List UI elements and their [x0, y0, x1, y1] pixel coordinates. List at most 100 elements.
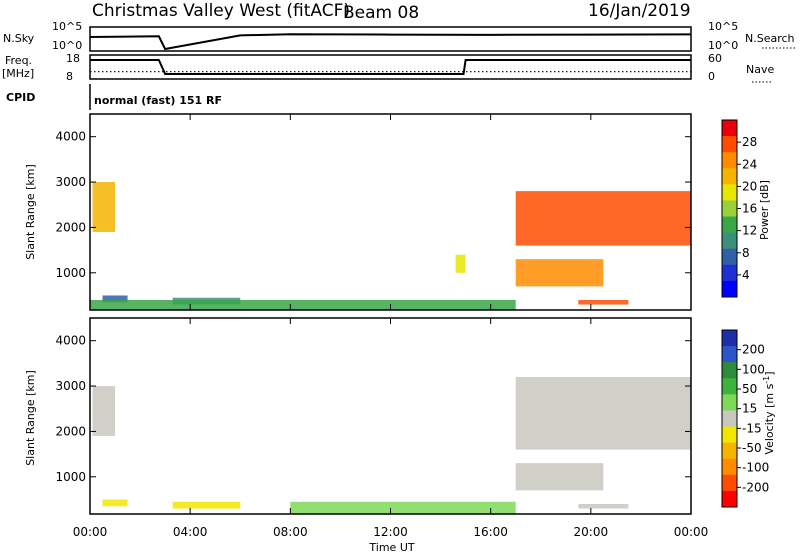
colorbar-swatch [722, 442, 737, 460]
colorbar-tick-label: 50 [742, 382, 757, 396]
colorbar-swatch [722, 410, 737, 428]
colorbar-swatch [722, 200, 737, 218]
nsky-frame [89, 26, 692, 52]
power-y-axis: 4000 3000 2000 1000 [55, 130, 691, 280]
scatter-region-2 [102, 499, 128, 507]
x-tick-label: 00:00 [674, 525, 709, 539]
scatter-region-5 [515, 376, 691, 450]
x-tick-label: 16:00 [473, 525, 508, 539]
freq-tick-top: 18 [66, 52, 80, 65]
y-tick-label: 4000 [55, 130, 86, 144]
x-tick-label: 08:00 [273, 525, 308, 539]
time-x-axis: 00:00 04:00 08:00 12:00 16:00 20:00 00:00 [73, 114, 709, 539]
scatter-region-5 [455, 254, 466, 273]
nsearch-label: N.Search [745, 32, 795, 45]
colorbar-swatch [722, 346, 737, 363]
velocity-y-axis: 4000 3000 2000 1000 [55, 334, 691, 484]
scatter-region-6 [515, 463, 604, 491]
y-tick-label: 3000 [55, 175, 86, 189]
scatter-region-7 [578, 504, 629, 509]
colorbar-swatch [722, 458, 737, 476]
colorbar-tick-label: 24 [742, 157, 757, 171]
velocity-heatmap [92, 376, 691, 514]
scatter-region-4 [90, 300, 516, 310]
scatter-region-4 [290, 501, 516, 514]
freq-frame [89, 54, 692, 80]
power-colorbar-label: Power [dB] [758, 180, 771, 240]
colorbar-tick-label: 4 [742, 268, 750, 282]
power-colorbar [722, 120, 737, 298]
velocity-colorbar-frame [721, 329, 738, 508]
colorbar-tick-label: 15 [742, 402, 757, 416]
colorbar-swatch [722, 232, 737, 250]
velocity-colorbar-label-exp: -1 [762, 376, 771, 384]
colorbar-tick-label: 12 [742, 224, 757, 238]
nave-tick-top: 60 [708, 52, 722, 65]
scatter-region-1 [92, 182, 116, 232]
colorbar-swatch [722, 474, 737, 492]
station-title: Christmas Valley West (fitACF) [92, 1, 350, 21]
nave-label: Nave [746, 63, 774, 76]
colorbar-tick-label: -50 [742, 441, 762, 455]
colorbar-tick-label: -15 [742, 421, 762, 435]
freq-unit: [MHz] [2, 67, 34, 80]
colorbar-swatch [722, 330, 737, 347]
y-tick-label: 1000 [55, 266, 86, 280]
beam-label: Beam 08 [343, 3, 419, 23]
velocity-colorbar [722, 330, 737, 508]
colorbar-swatch [722, 362, 737, 379]
colorbar-tick-label: 20 [742, 179, 757, 193]
freq-tick-bottom: 8 [66, 70, 73, 83]
colorbar-tick-label: 28 [742, 135, 757, 149]
power-ylabel: Slant Range [km] [24, 164, 37, 260]
date-label: 16/Jan/2019 [588, 1, 691, 21]
nsearch-tick-bottom: 10^0 [708, 39, 738, 52]
colorbar-swatch [722, 280, 737, 298]
y-tick-label: 4000 [55, 334, 86, 348]
nsky-label: N.Sky [3, 32, 35, 45]
colorbar-swatch [722, 168, 737, 185]
nsearch-tick-top: 10^5 [708, 20, 738, 33]
scatter-region-8 [578, 300, 629, 305]
xlabel: Time UT [368, 541, 414, 554]
scatter-region-7 [515, 259, 604, 287]
power-heatmap [90, 182, 691, 310]
y-tick-label: 2000 [55, 220, 86, 234]
colorbar-swatch [722, 136, 737, 153]
colorbar-tick-label: 8 [742, 246, 750, 260]
colorbar-tick-label: 16 [742, 202, 757, 216]
scatter-region-1 [92, 386, 116, 436]
cpid-text: normal (fast) 151 RF [94, 94, 222, 107]
colorbar-tick-label: -200 [742, 480, 769, 494]
colorbar-swatch [722, 184, 737, 201]
nsky-series-line [89, 33, 692, 51]
colorbar-tick-label: 100 [742, 362, 765, 376]
colorbar-tick-label: 200 [742, 343, 765, 357]
x-tick-label: 04:00 [173, 525, 208, 539]
colorbar-swatch [722, 490, 737, 508]
velocity-ylabel: Slant Range [km] [24, 370, 37, 466]
nave-tick-bottom: 0 [708, 70, 715, 83]
x-tick-label: 20:00 [574, 525, 609, 539]
y-tick-label: 3000 [55, 379, 86, 393]
nsky-tick-bottom: 10^0 [52, 39, 82, 52]
freq-label: Freq. [5, 54, 32, 67]
colorbar-tick-label: -100 [742, 461, 769, 475]
nsky-tick-top: 10^5 [52, 20, 82, 33]
scatter-region-3 [172, 501, 241, 509]
colorbar-swatch [722, 426, 737, 444]
x-tick-label: 12:00 [373, 525, 408, 539]
cpid-label: CPID [6, 91, 35, 104]
colorbar-swatch [722, 248, 737, 266]
velocity-colorbar-ticks: 200 100 50 15 -15 -50 -100 -200 [737, 343, 769, 494]
colorbar-swatch [722, 264, 737, 282]
scatter-region-6 [515, 191, 691, 246]
y-tick-label: 1000 [55, 470, 86, 484]
freq-series-line [90, 59, 691, 75]
power-colorbar-ticks: 28 24 20 16 12 8 4 [737, 135, 757, 282]
x-tick-label: 00:00 [73, 525, 108, 539]
colorbar-swatch [722, 152, 737, 169]
scatter-region-2 [102, 295, 128, 303]
colorbar-swatch [722, 216, 737, 234]
